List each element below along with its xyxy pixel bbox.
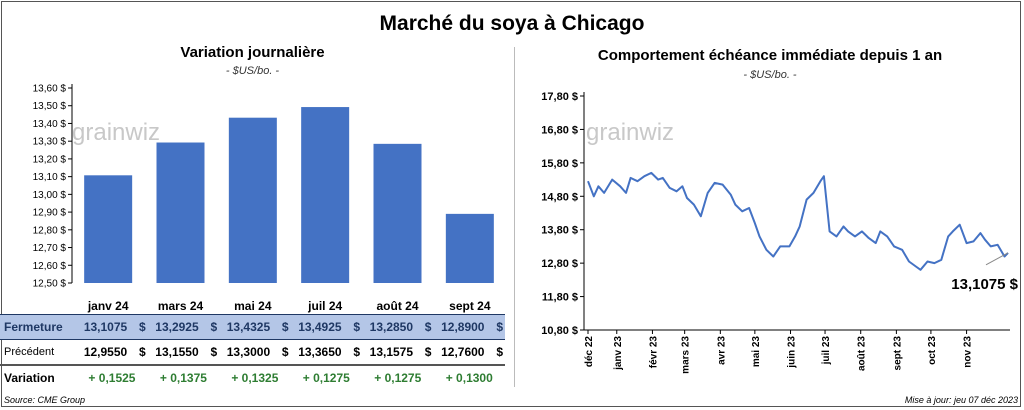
x-tick-label: août 24 bbox=[376, 299, 418, 313]
variation-cell: + 0,1275 bbox=[302, 371, 350, 385]
left-chart-title: Variation journalière bbox=[180, 44, 325, 61]
series-line bbox=[587, 171, 1009, 271]
x-tick-label: déc 22 bbox=[584, 336, 595, 368]
table-cell: 13,3000 bbox=[219, 339, 271, 366]
y-tick-label: 12,50 $ bbox=[33, 279, 67, 290]
x-tick-label: août 23 bbox=[857, 336, 868, 371]
table-cell: 13,2850 bbox=[362, 314, 414, 340]
y-tick-label: 13,30 $ bbox=[33, 137, 67, 148]
row-label: Précédent bbox=[0, 339, 77, 366]
y-tick-label: 15,80 $ bbox=[541, 158, 578, 170]
right-chart-unit: - $US/bo. - bbox=[743, 69, 797, 81]
x-tick-label: mars 24 bbox=[158, 299, 204, 313]
y-tick-label: 13,00 $ bbox=[33, 190, 67, 201]
y-tick-label: 13,60 $ bbox=[33, 84, 67, 95]
table-cell: 13,4925 bbox=[290, 314, 342, 340]
x-tick-label: sept 23 bbox=[892, 336, 903, 371]
table-cell: 13,1075 bbox=[76, 314, 128, 340]
bar bbox=[373, 143, 422, 283]
line-chart: grainwiz 10,80 $ 11,80 $ 12,80 $ 13,80 $ 14,8… bbox=[541, 91, 1018, 374]
x-tick-label: févr 23 bbox=[648, 336, 659, 369]
variation-cell: + 0,1275 bbox=[374, 371, 422, 385]
bar bbox=[445, 213, 494, 283]
table-cell: 13,4325 bbox=[219, 314, 271, 340]
x-tick-label: juil 23 bbox=[821, 336, 832, 366]
callout-leader bbox=[985, 252, 1009, 266]
watermark-text: grainwiz bbox=[586, 119, 674, 146]
variation-cell: + 0,1300 bbox=[445, 371, 493, 385]
x-tick-label: janv 24 bbox=[87, 299, 129, 313]
left-chart-unit: - $US/bo. - bbox=[225, 65, 280, 77]
update-note: Mise à jour: jeu 07 déc 2023 bbox=[904, 395, 1018, 405]
table-cell: 13,1550 bbox=[147, 339, 199, 366]
currency-cell: $ bbox=[270, 314, 291, 340]
currency-cell: $ bbox=[198, 314, 220, 340]
table-cell: 13,3650 bbox=[290, 339, 342, 366]
watermark-text: grainwiz bbox=[72, 119, 160, 146]
y-tick-label: 13,20 $ bbox=[33, 154, 67, 165]
y-tick-label: 12,80 $ bbox=[541, 258, 578, 270]
y-tick-label: 12,70 $ bbox=[33, 243, 67, 254]
table-cell: 12,9550 bbox=[76, 339, 128, 366]
bar bbox=[156, 142, 205, 283]
x-tick-label: nov 23 bbox=[963, 336, 974, 368]
divider bbox=[514, 47, 515, 387]
table-cell: 13,2925 bbox=[147, 314, 199, 340]
table-row-precedent: Précédent 12,9550 $ 13,1550 $ 13,3000 $ 13,… bbox=[0, 339, 505, 366]
x-tick-label: mai 23 bbox=[751, 336, 762, 368]
variation-cell: + 0,1525 bbox=[88, 371, 136, 385]
x-tick-label: mai 24 bbox=[234, 299, 272, 313]
right-chart-title: Comportement échéance immédiate depuis 1… bbox=[597, 47, 943, 64]
y-tick-label: 16,80 $ bbox=[541, 124, 578, 136]
currency-cell: $ bbox=[413, 314, 434, 340]
row-label: Fermeture bbox=[0, 314, 77, 340]
row-label: Variation bbox=[4, 371, 55, 385]
y-tick-label: 13,50 $ bbox=[33, 101, 67, 112]
bar bbox=[228, 117, 277, 284]
currency-cell: $ bbox=[198, 339, 220, 366]
y-tick-label: 13,80 $ bbox=[541, 225, 578, 237]
currency-cell: $ bbox=[341, 339, 363, 366]
bar bbox=[84, 175, 133, 283]
table-row-fermeture: Fermeture 13,1075 $ 13,2925 $ 13,4325 $ 13,… bbox=[0, 314, 505, 340]
y-tick-label: 13,10 $ bbox=[33, 172, 67, 183]
main-title: Marché du soya à Chicago bbox=[379, 12, 645, 35]
table-cell: 12,8900 bbox=[433, 314, 485, 340]
last-value-label: 13,1075 $ bbox=[951, 276, 1018, 293]
bar-chart: grainwiz 12,50 $ 12,60 $ 12,70 $ 12,80 $ 12,9… bbox=[33, 84, 494, 313]
variation-cell: + 0,1325 bbox=[231, 371, 279, 385]
table-cell: 13,1575 bbox=[362, 339, 414, 366]
x-tick-label: janv 23 bbox=[613, 336, 624, 371]
y-tick-label: 12,80 $ bbox=[33, 225, 67, 236]
x-tick-label: oct 23 bbox=[927, 336, 938, 365]
table-row-variation: Variation + 0,1525 + 0,1375 + 0,1325 + 0… bbox=[0, 365, 505, 390]
currency-cell: $ bbox=[270, 339, 291, 366]
price-table: Fermeture 13,1075 $ 13,2925 $ 13,4325 $ 13,… bbox=[0, 314, 505, 390]
x-tick-label: juin 23 bbox=[787, 336, 798, 369]
bar bbox=[301, 107, 350, 283]
table-cell: 12,7600 bbox=[433, 339, 485, 366]
y-tick-label: 10,80 $ bbox=[541, 325, 578, 337]
x-tick-label: avr 23 bbox=[716, 336, 727, 365]
currency-cell: $ bbox=[127, 314, 148, 340]
x-tick-label: mars 23 bbox=[681, 336, 692, 374]
y-tick-label: 13,40 $ bbox=[33, 119, 67, 130]
currency-cell: $ bbox=[413, 339, 434, 366]
currency-cell: $ bbox=[127, 339, 148, 366]
y-tick-label: 12,90 $ bbox=[33, 208, 67, 219]
y-tick-label: 14,80 $ bbox=[541, 191, 578, 203]
y-tick-label: 11,80 $ bbox=[542, 292, 578, 304]
x-tick-label: juil 24 bbox=[307, 299, 342, 313]
y-tick-label: 12,60 $ bbox=[33, 261, 67, 272]
variation-cell: + 0,1375 bbox=[159, 371, 207, 385]
y-tick-label: 17,80 $ bbox=[541, 91, 578, 103]
currency-cell: $ bbox=[484, 314, 505, 340]
currency-cell: $ bbox=[484, 339, 505, 366]
currency-cell: $ bbox=[341, 314, 363, 340]
x-tick-label: sept 24 bbox=[449, 299, 491, 313]
source-note: Source: CME Group bbox=[4, 395, 86, 405]
